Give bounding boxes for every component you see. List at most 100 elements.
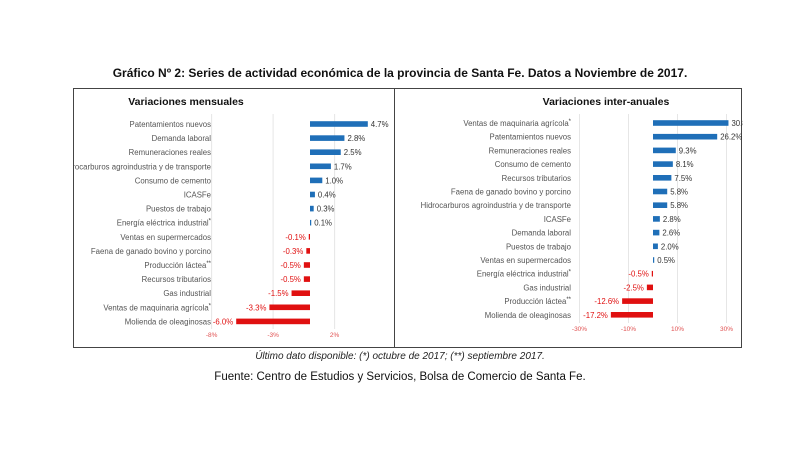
value-label: -6.0%: [213, 317, 233, 326]
value-label: -1.5%: [268, 289, 288, 298]
bar: [236, 318, 310, 325]
value-label: -3.3%: [246, 303, 266, 312]
note-marker: **: [566, 297, 571, 303]
value-label: 0.4%: [318, 191, 336, 200]
value-label: 30.8%: [731, 119, 743, 128]
category-label: Consumo de cemento: [495, 160, 572, 169]
category-label: Puestos de trabajo: [146, 205, 212, 214]
value-label: 0.3%: [317, 205, 335, 214]
note-marker: *: [209, 303, 212, 309]
category-label: Ventas en supermercados: [480, 256, 571, 265]
bar: [308, 234, 310, 240]
category-label: Molienda de oleaginosas: [485, 311, 571, 320]
bar: [653, 120, 729, 126]
category-label: Recursos tributarios: [502, 174, 571, 183]
value-label: 2.8%: [347, 134, 365, 143]
category-label: Consumo de cemento: [135, 176, 212, 185]
category-label: Recursos tributarios: [142, 275, 211, 284]
bar: [653, 147, 676, 154]
value-label: -2.5%: [624, 283, 644, 292]
bar: [310, 219, 312, 226]
value-label: 9.3%: [679, 146, 697, 155]
category-label: Demanda laboral: [152, 134, 212, 143]
bar: [310, 205, 314, 212]
bar: [310, 121, 368, 127]
bar: [646, 284, 653, 291]
category-label: Patentamientos nuevos: [130, 120, 212, 129]
category-label: Hidrocarburos agroindustria y de transpo…: [421, 201, 571, 210]
bar: [653, 175, 672, 181]
bar: [610, 312, 653, 318]
bar: [310, 163, 331, 170]
value-label: -12.6%: [594, 297, 619, 306]
x-tick-label: 2%: [330, 332, 340, 339]
bar: [653, 216, 660, 222]
note-marker: *: [569, 119, 572, 125]
x-tick-label: -10%: [621, 326, 636, 333]
category-label: Faena de ganado bovino y porcino: [91, 247, 212, 256]
value-label: 0.5%: [657, 256, 675, 265]
category-label: Producción láctea**: [144, 261, 211, 270]
note-marker: *: [209, 219, 212, 225]
x-tick-label: -8%: [206, 332, 218, 339]
value-label: 4.7%: [371, 120, 389, 129]
value-label: 1.7%: [334, 162, 352, 171]
category-label: Molienda de oleaginosas: [125, 317, 211, 326]
bar: [310, 191, 315, 198]
value-label: -0.5%: [280, 275, 300, 284]
category-label: ICASFe: [184, 191, 211, 200]
x-tick-label: -3%: [267, 332, 279, 339]
value-label: 7.5%: [674, 174, 692, 183]
bar: [269, 304, 310, 311]
category-label: Producción láctea**: [504, 297, 571, 306]
value-label: 5.8%: [670, 188, 688, 197]
value-label: 5.8%: [670, 201, 688, 210]
value-label: 2.5%: [344, 148, 362, 157]
x-tick-label: -30%: [572, 326, 587, 333]
category-label: Energía eléctrica industrial*: [117, 219, 212, 228]
bar: [303, 262, 310, 268]
value-label: -0.3%: [283, 247, 303, 256]
bar: [653, 161, 673, 167]
bar: [651, 270, 653, 277]
source-note: Fuente: Centro de Estudios y Servicios, …: [214, 371, 586, 383]
x-tick-label: 30%: [720, 326, 733, 333]
value-label: 2.0%: [661, 242, 679, 251]
bar: [653, 229, 660, 236]
value-label: 2.8%: [663, 215, 681, 224]
bar: [653, 257, 655, 263]
footnote: Último dato disponible: (*) octubre de 2…: [255, 351, 545, 362]
category-label: Energía eléctrica industrial*: [477, 270, 572, 279]
note-marker: *: [569, 270, 572, 276]
value-label: 2.6%: [662, 229, 680, 238]
bar: [653, 188, 668, 195]
category-label: Faena de ganado bovino y porcino: [451, 188, 572, 197]
category-label: Ventas en supermercados: [120, 233, 211, 242]
category-label: Ventas de maquinaria agrícola*: [103, 303, 211, 312]
category-label: ICASFe: [544, 215, 571, 224]
monthly-variations-panel: Variaciones mensuales -8% -3% 2% Patentamien…: [73, 88, 395, 348]
bar: [653, 133, 718, 140]
figure-title: Gráfico Nº 2: Series de actividad económ…: [112, 66, 688, 80]
bar-chart: Variaciones inter-anuales -30% -10% 10% 30% V…: [421, 96, 743, 333]
value-label: -0.1%: [285, 233, 305, 242]
bar: [306, 248, 310, 254]
value-label: -0.5%: [628, 270, 648, 279]
note-marker: **: [206, 261, 211, 267]
yearly-variations-panel: Variaciones inter-anuales -30% -10% 10% 30% V…: [394, 88, 743, 348]
category-label: Puestos de trabajo: [506, 242, 572, 251]
x-tick-label: 10%: [671, 326, 684, 333]
category-label: Patentamientos nuevos: [490, 133, 572, 142]
category-label: Ventas de maquinaria agrícola*: [463, 119, 571, 128]
category-label: Remuneraciones reales: [489, 146, 571, 155]
category-label: Gas industrial: [523, 283, 571, 292]
category-label: Remuneraciones reales: [129, 148, 211, 157]
bar: [291, 290, 310, 296]
category-label: Gas industrial: [163, 289, 211, 298]
value-label: 0.1%: [314, 219, 332, 228]
value-label: 8.1%: [676, 160, 694, 169]
bar: [622, 298, 653, 304]
value-label: 26.2%: [720, 133, 742, 142]
panel-title: Variaciones mensuales: [128, 96, 244, 108]
bar: [653, 202, 668, 208]
